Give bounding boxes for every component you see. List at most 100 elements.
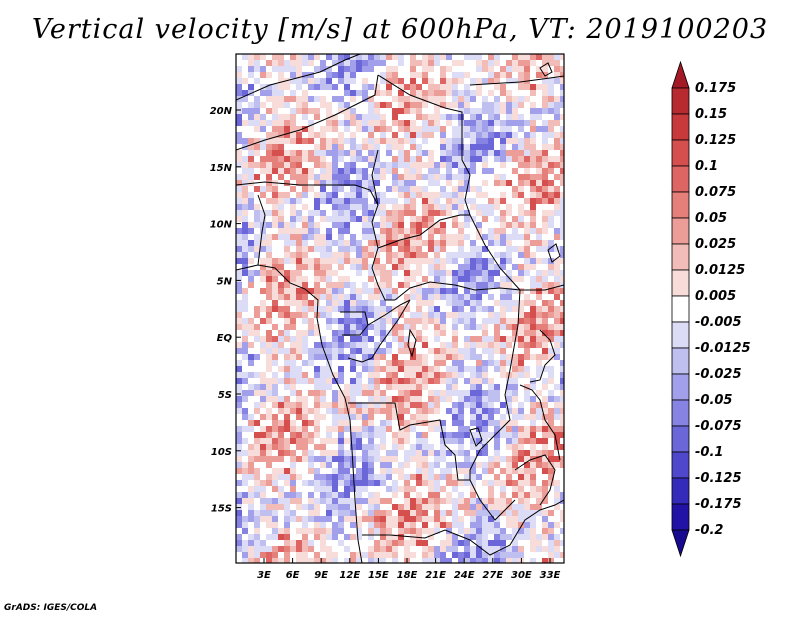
field-cell: [476, 474, 482, 480]
field-cell: [248, 72, 254, 78]
field-cell: [488, 204, 494, 210]
field-cell: [272, 300, 278, 306]
field-cell: [320, 354, 326, 360]
x-tick-label: 24E: [454, 570, 475, 581]
field-cell: [476, 66, 482, 72]
field-cell: [314, 426, 320, 432]
field-cell: [518, 72, 524, 78]
field-cell: [410, 144, 416, 150]
field-cell: [446, 366, 452, 372]
field-cell: [560, 216, 564, 222]
field-cell: [542, 438, 548, 444]
field-cell: [314, 180, 320, 186]
field-cell: [296, 300, 302, 306]
field-cell: [404, 522, 410, 528]
field-cell: [296, 348, 302, 354]
field-cell: [386, 216, 392, 222]
field-cell: [314, 372, 320, 378]
field-cell: [320, 528, 326, 534]
field-cell: [236, 156, 242, 162]
field-cell: [440, 468, 446, 474]
field-cell: [254, 240, 260, 246]
field-cell: [452, 522, 458, 528]
field-cell: [302, 444, 308, 450]
field-cell: [542, 546, 548, 552]
field-cell: [428, 498, 434, 504]
field-cell: [440, 546, 446, 552]
field-cell: [332, 120, 338, 126]
field-cell: [374, 426, 380, 432]
field-cell: [368, 300, 374, 306]
field-cell: [398, 522, 404, 528]
field-cell: [476, 258, 482, 264]
field-cell: [374, 546, 380, 552]
field-cell: [362, 354, 368, 360]
field-cell: [422, 318, 428, 324]
field-cell: [320, 66, 326, 72]
field-cell: [320, 276, 326, 282]
field-cell: [416, 474, 422, 480]
field-cell: [464, 198, 470, 204]
field-cell: [458, 306, 464, 312]
field-cell: [446, 114, 452, 120]
field-cell: [254, 420, 260, 426]
field-cell: [458, 480, 464, 486]
field-cell: [416, 264, 422, 270]
field-cell: [278, 84, 284, 90]
field-cell: [392, 72, 398, 78]
field-cell: [314, 486, 320, 492]
field-cell: [296, 438, 302, 444]
field-cell: [350, 330, 356, 336]
field-cell: [428, 192, 434, 198]
field-cell: [446, 168, 452, 174]
field-cell: [278, 222, 284, 228]
field-cell: [434, 288, 440, 294]
field-cell: [266, 294, 272, 300]
field-cell: [320, 198, 326, 204]
field-cell: [344, 474, 350, 480]
y-tick-label: 20N: [210, 106, 233, 117]
field-cell: [308, 498, 314, 504]
field-cell: [302, 312, 308, 318]
field-cell: [416, 156, 422, 162]
field-cell: [512, 558, 518, 563]
field-cell: [362, 360, 368, 366]
field-cell: [344, 414, 350, 420]
field-cell: [356, 552, 362, 558]
field-cell: [332, 258, 338, 264]
field-cell: [374, 138, 380, 144]
field-cell: [326, 66, 332, 72]
field-cell: [446, 396, 452, 402]
field-cell: [356, 384, 362, 390]
field-cell: [284, 312, 290, 318]
field-cell: [380, 216, 386, 222]
field-cell: [296, 294, 302, 300]
field-cell: [476, 114, 482, 120]
field-cell: [428, 300, 434, 306]
field-cell: [518, 288, 524, 294]
field-cell: [326, 162, 332, 168]
field-cell: [440, 264, 446, 270]
field-cell: [428, 546, 434, 552]
field-cell: [356, 360, 362, 366]
field-cell: [356, 300, 362, 306]
field-cell: [506, 510, 512, 516]
y-tick-label: 15N: [210, 163, 233, 174]
field-cell: [266, 456, 272, 462]
field-cell: [476, 192, 482, 198]
field-cell: [500, 108, 506, 114]
field-cell: [482, 528, 488, 534]
field-cell: [542, 300, 548, 306]
field-cell: [542, 150, 548, 156]
field-cell: [350, 510, 356, 516]
field-cell: [260, 372, 266, 378]
field-cell: [488, 492, 494, 498]
field-cell: [464, 390, 470, 396]
field-cell: [368, 84, 374, 90]
field-cell: [560, 246, 564, 252]
field-cell: [368, 276, 374, 282]
field-cell: [506, 240, 512, 246]
field-cell: [554, 276, 560, 282]
field-cell: [482, 282, 488, 288]
field-cell: [536, 270, 542, 276]
